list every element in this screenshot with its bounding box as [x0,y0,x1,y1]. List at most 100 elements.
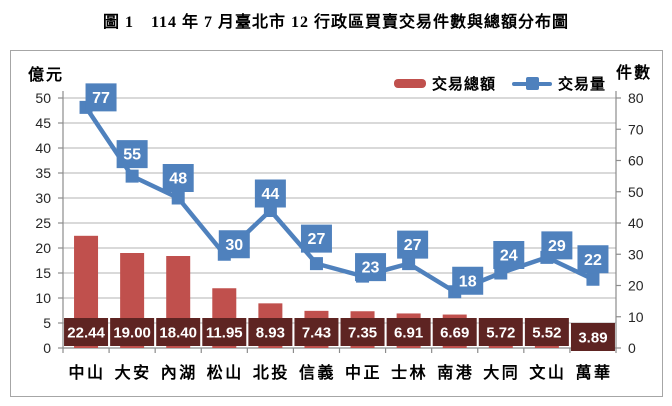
right-axis-tick-label: 10 [628,309,644,325]
plot-area: 0 5 10 15 20 25 30 35 40 45 50 0 10 20 30 40 50 60 70 80 22.… [35,83,644,382]
bar-value-label-box [294,318,339,346]
bar-value-label: 8.93 [256,325,285,342]
line-value-label-box [452,266,484,295]
left-axis-title: 億元 [28,67,65,84]
line-value-label: 27 [404,237,422,254]
line-marker [402,257,416,271]
bar-value-label: 5.52 [532,325,561,342]
left-axis-tick-label: 10 [35,290,51,306]
line-value-label-box [162,164,194,192]
left-axis-tick-label: 0 [43,340,51,356]
left-axis-tick-label: 35 [35,165,51,181]
x-axis-category-label: 信義 [299,363,336,382]
right-axis-tick-label: 40 [628,215,644,231]
left-axis-tick-label: 15 [35,265,51,281]
bar-value-label: 19.00 [113,325,151,342]
bar-value-label-box [570,323,615,351]
bar-value-label-box [156,318,201,346]
left-axis-tick-label: 50 [35,90,51,106]
left-axis-tick-label: 20 [35,240,51,256]
x-axis-category-label: 大安 [115,363,152,382]
bar-value-label-box [64,318,109,346]
right-axis-tick-label: 0 [628,340,636,356]
line-value-label: 55 [123,147,141,164]
x-axis-category-label: 內湖 [161,364,198,382]
line-value-label: 27 [308,231,326,248]
right-axis-tick-label: 20 [628,278,644,294]
right-axis-tick-label: 30 [628,246,644,262]
line-value-label: 29 [548,238,566,255]
bar-value-label-box [432,318,477,346]
bar-value-label-box [248,318,293,346]
line-value-label-box [493,241,525,269]
line-marker [494,266,508,280]
line-marker [125,169,139,183]
line-value-label-box [541,231,573,260]
right-axis-tick-label: 70 [628,121,644,137]
line-value-label-box [577,245,609,274]
line-value-label: 77 [92,90,110,107]
x-axis-category-label: 南港 [437,363,474,382]
x-axis-category-label: 中正 [345,363,382,382]
bar-value-label: 6.91 [394,325,423,342]
line-value-label-box [300,224,332,253]
x-axis-category-label: 松山 [207,363,244,382]
bar-value-label-box [386,318,431,346]
line-value-label: 48 [169,171,187,188]
line-series [83,105,596,294]
legend-item-bar-series: 交易總額 [394,73,496,94]
chart-frame: 0 5 10 15 20 25 30 35 40 45 50 0 10 20 30 40 50 60 70 80 22.… [10,50,663,397]
right-axis-title: 件數 [616,65,653,82]
left-axis-tick-label: 25 [35,215,51,231]
line-value-label-box [355,253,387,282]
x-axis-category-label: 大同 [483,363,520,382]
line-value-label-box [218,230,250,259]
bar-value-label: 6.69 [440,325,469,342]
bar-value-label-box [202,318,247,346]
left-axis-tick-label: 45 [35,115,51,131]
bar-value-label: 22.44 [67,325,105,342]
legend-label-line-series: 交易量 [558,77,607,93]
legend-item-line-series: 交易量 [512,73,606,94]
bar-value-label: 7.35 [348,325,377,342]
line-value-label-box [116,140,148,169]
line-value-label: 18 [459,273,477,290]
bar-value-label-box [110,318,155,346]
right-axis-tick-label: 80 [628,90,644,106]
line-value-label-box [397,230,429,259]
left-axis-tick-label: 5 [43,315,51,331]
line-value-label: 30 [225,237,243,254]
right-axis-tick-label: 50 [628,184,644,200]
line-value-label: 23 [362,260,380,277]
x-axis-category-label: 文山 [529,363,566,382]
legend-label-bar-series: 交易總額 [432,77,497,93]
line-value-label: 24 [500,248,518,265]
line-marker-icon [526,77,540,90]
line-marker [586,272,600,286]
bar-value-label-box [340,318,385,346]
line-value-label: 44 [261,186,279,203]
x-axis-category-label: 士林 [391,363,428,382]
line-series-swatch-icon [512,77,553,90]
line-marker [309,257,323,271]
legend: 交易總額 交易量 [394,73,606,94]
left-axis-tick-label: 40 [35,140,51,156]
line-marker [171,191,185,205]
bar-value-label: 3.89 [578,330,607,347]
chart-title: 圖 1 114 年 7 月臺北市 12 行政區買賣交易件數與總額分布圖 [102,14,570,31]
x-axis-category-label: 北投 [253,363,290,382]
line-value-label-box [254,179,286,208]
right-axis-tick-label: 60 [628,153,644,169]
bar-value-label-box [524,318,569,346]
bar-value-label: 5.72 [486,325,515,342]
bar-value-label: 7.43 [302,325,331,342]
x-axis-category-label: 萬華 [575,363,612,382]
x-axis-category-label: 中山 [69,363,106,382]
bar-value-label: 18.40 [159,325,197,342]
line-value-label: 22 [584,252,602,269]
bar-value-label: 11.95 [206,325,243,342]
line-value-label-box [85,83,117,112]
bar-value-label-box [478,318,523,346]
left-axis-tick-label: 30 [35,190,51,206]
